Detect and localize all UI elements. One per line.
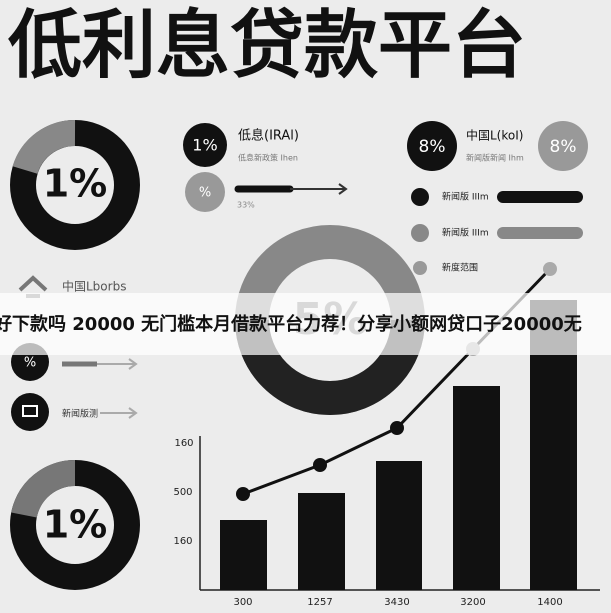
x-label: 1257 — [307, 597, 332, 608]
stat-subtitle: 低息新政策 Ihen — [238, 153, 298, 163]
list-label: 新闻版 IIIm — [442, 227, 489, 239]
banner — [0, 293, 611, 355]
item-title: 中国Lborbs — [62, 279, 126, 294]
badge — [538, 121, 588, 171]
stat-subtitle: 33% — [237, 201, 255, 210]
icon — [411, 188, 429, 206]
icon — [11, 393, 49, 431]
badge-text: 8% — [550, 137, 577, 157]
stat-subtitle: 新闻版新闻 Ihm — [466, 153, 524, 163]
arrow-head — [338, 183, 348, 195]
badge-text: 1% — [192, 136, 217, 155]
marker — [543, 262, 557, 276]
donut-label: 1% — [43, 162, 108, 206]
stat-title: 低息(IRAl) — [238, 128, 299, 144]
x-label: 1400 — [537, 597, 562, 608]
arrow-head — [128, 407, 138, 419]
badge-text: % — [199, 186, 211, 201]
icon — [413, 261, 427, 275]
list-label: 新闻版 IIIm — [442, 191, 489, 203]
bar — [220, 520, 267, 590]
x-label: 3200 — [460, 597, 485, 608]
donut: 1% — [10, 119, 140, 250]
bar — [453, 386, 500, 590]
y-label: 160 — [174, 438, 193, 449]
stat-title: 中国L(koI) — [466, 128, 523, 143]
icon-glyph — [22, 405, 38, 417]
y-label: 500 — [173, 487, 192, 498]
y-label: 160 — [173, 536, 192, 547]
badge — [185, 172, 225, 212]
marker — [236, 487, 250, 501]
donut-label: 1% — [43, 503, 108, 547]
banner-text: 好下款吗 20000 无门槛本月借款平台力荐！分享小额网贷口子20000无 — [0, 313, 582, 335]
item-label: 新闻版测 — [62, 408, 98, 420]
icon — [411, 224, 429, 242]
badge — [183, 123, 227, 167]
bar — [298, 493, 345, 590]
title: 低利息贷款平台 — [8, 3, 526, 89]
x-label: 3430 — [384, 597, 409, 608]
donut: 1% — [10, 460, 140, 590]
marker — [390, 421, 404, 435]
x-label: 300 — [233, 597, 252, 608]
badge-text: % — [24, 356, 36, 371]
arrow-head — [128, 358, 138, 370]
badge-text: 8% — [419, 137, 446, 157]
list-label: 新度范围 — [442, 262, 478, 274]
marker — [313, 458, 327, 472]
badge — [407, 121, 457, 171]
bar — [376, 461, 422, 590]
